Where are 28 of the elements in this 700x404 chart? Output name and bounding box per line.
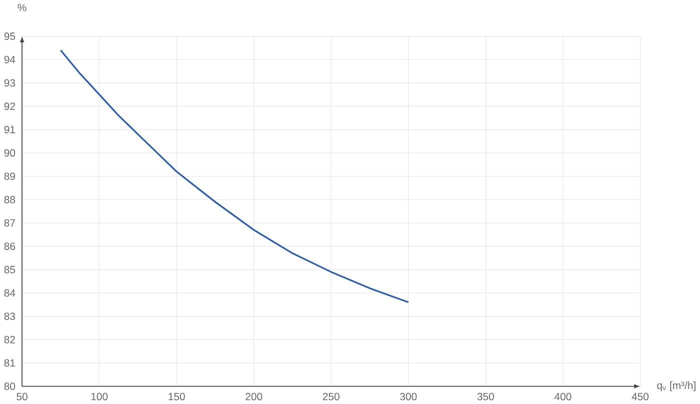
y-tick-label: 87 [4, 219, 15, 227]
y-tick-label: 82 [4, 336, 15, 344]
x-tick-label: 200 [246, 392, 262, 400]
y-tick-label: 93 [4, 79, 16, 87]
y-tick-label: 95 [4, 32, 16, 40]
y-tick-label: 90 [4, 149, 16, 157]
x-tick-label: 100 [91, 392, 108, 400]
x-tick-label: 400 [554, 392, 572, 400]
y-tick-label: 81 [4, 359, 15, 367]
line-series [60, 49, 410, 304]
x-tick-label: 350 [477, 392, 494, 400]
y-tick-label: 91 [4, 126, 15, 134]
y-tick-label: 83 [4, 312, 16, 320]
y-tick-label: 89 [4, 172, 15, 180]
y-tick-label: 84 [4, 289, 16, 297]
y-axis-title: % [18, 4, 26, 12]
x-tick-label: 300 [400, 392, 417, 400]
y-tick-label: 85 [4, 266, 16, 274]
y-tick-label: 88 [4, 196, 16, 204]
x-tick-label: 450 [632, 392, 649, 400]
y-tick-label: 92 [4, 102, 15, 110]
x-tick-label: 250 [322, 392, 340, 400]
y-tick-label: 86 [4, 242, 16, 250]
y-tick-label: 94 [4, 56, 16, 64]
y-tick-label: 80 [4, 382, 16, 390]
x-tick-label: 150 [168, 392, 185, 400]
x-axis-title: q$_{v}$ [m³/h] [657, 381, 696, 392]
x-tick-label: 50 [16, 392, 28, 400]
